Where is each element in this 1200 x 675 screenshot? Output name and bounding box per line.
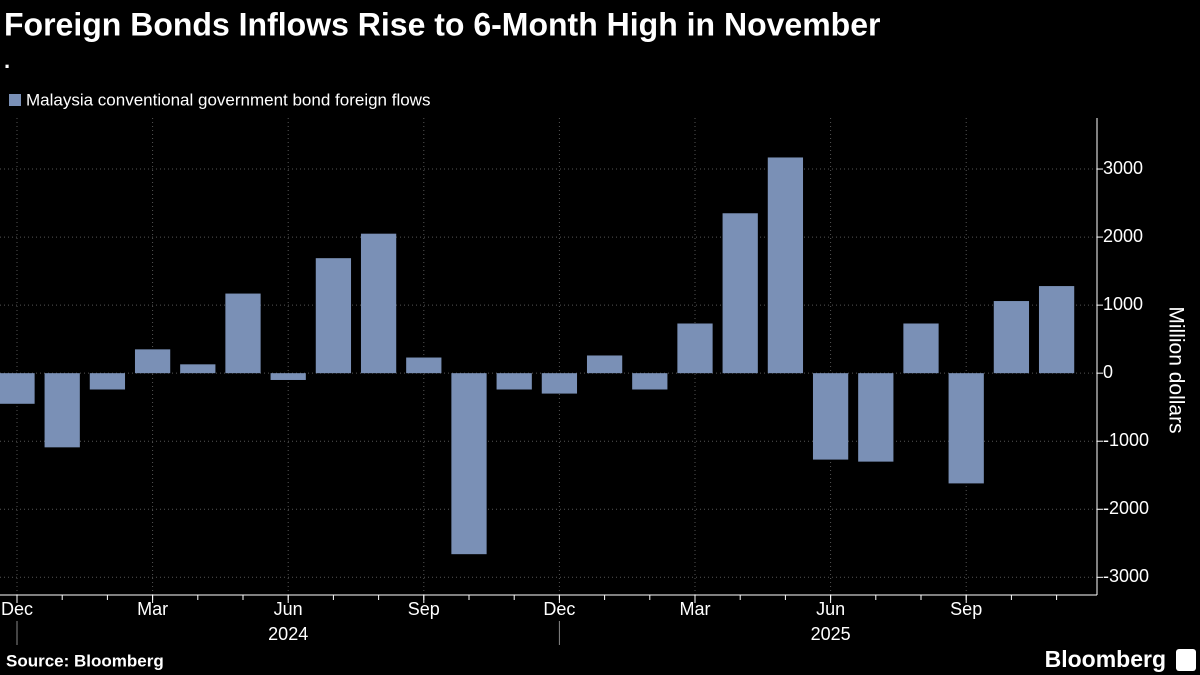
legend-swatch [9,94,21,106]
bar [496,373,532,390]
bar [858,373,894,462]
bar [541,373,578,394]
chart-subtitle: . [4,48,10,73]
bar [0,373,35,404]
x-tick-label: Sep [950,599,982,619]
x-tick-label: Mar [680,599,711,619]
x-tick-label: Mar [137,599,168,619]
y-axis-label: Million dollars [1164,306,1187,433]
bar [812,373,849,460]
bar [360,233,397,374]
y-tick-label: 2000 [1103,226,1143,246]
legend-label: Malaysia conventional government bond fo… [26,90,430,109]
bar [767,157,804,374]
bar [677,323,713,374]
bar [1038,286,1075,374]
brand-icon [1176,649,1196,671]
y-tick-label: 3000 [1103,158,1143,178]
x-tick-label: Jun [274,599,303,619]
x-tick-label: Dec [1,599,33,619]
brand: Bloomberg [1045,646,1166,672]
y-tick-label: -2000 [1103,498,1149,518]
x-tick-label: Jun [816,599,845,619]
y-tick-label: -1000 [1103,430,1149,450]
bar [993,301,1030,374]
year-label: 2025 [811,624,851,644]
bar [451,373,487,555]
y-tick-label: -3000 [1103,566,1149,586]
bar [406,357,442,374]
bar [44,373,80,448]
bar [89,373,126,390]
bar [586,355,623,374]
bar [632,373,668,390]
y-tick-label: 0 [1103,362,1113,382]
bar [315,258,352,374]
chart-title: Foreign Bonds Inflows Rise to 6-Month Hi… [4,6,880,42]
bar [903,323,939,374]
bar [134,349,171,374]
y-tick-label: 1000 [1103,294,1143,314]
bar [948,373,984,484]
source: Source: Bloomberg [6,651,164,670]
bar [270,373,306,380]
x-tick-label: Sep [408,599,440,619]
bar [180,364,216,374]
bar [722,213,758,374]
year-label: 2024 [268,624,308,644]
bar [225,293,261,374]
x-tick-label: Dec [543,599,575,619]
